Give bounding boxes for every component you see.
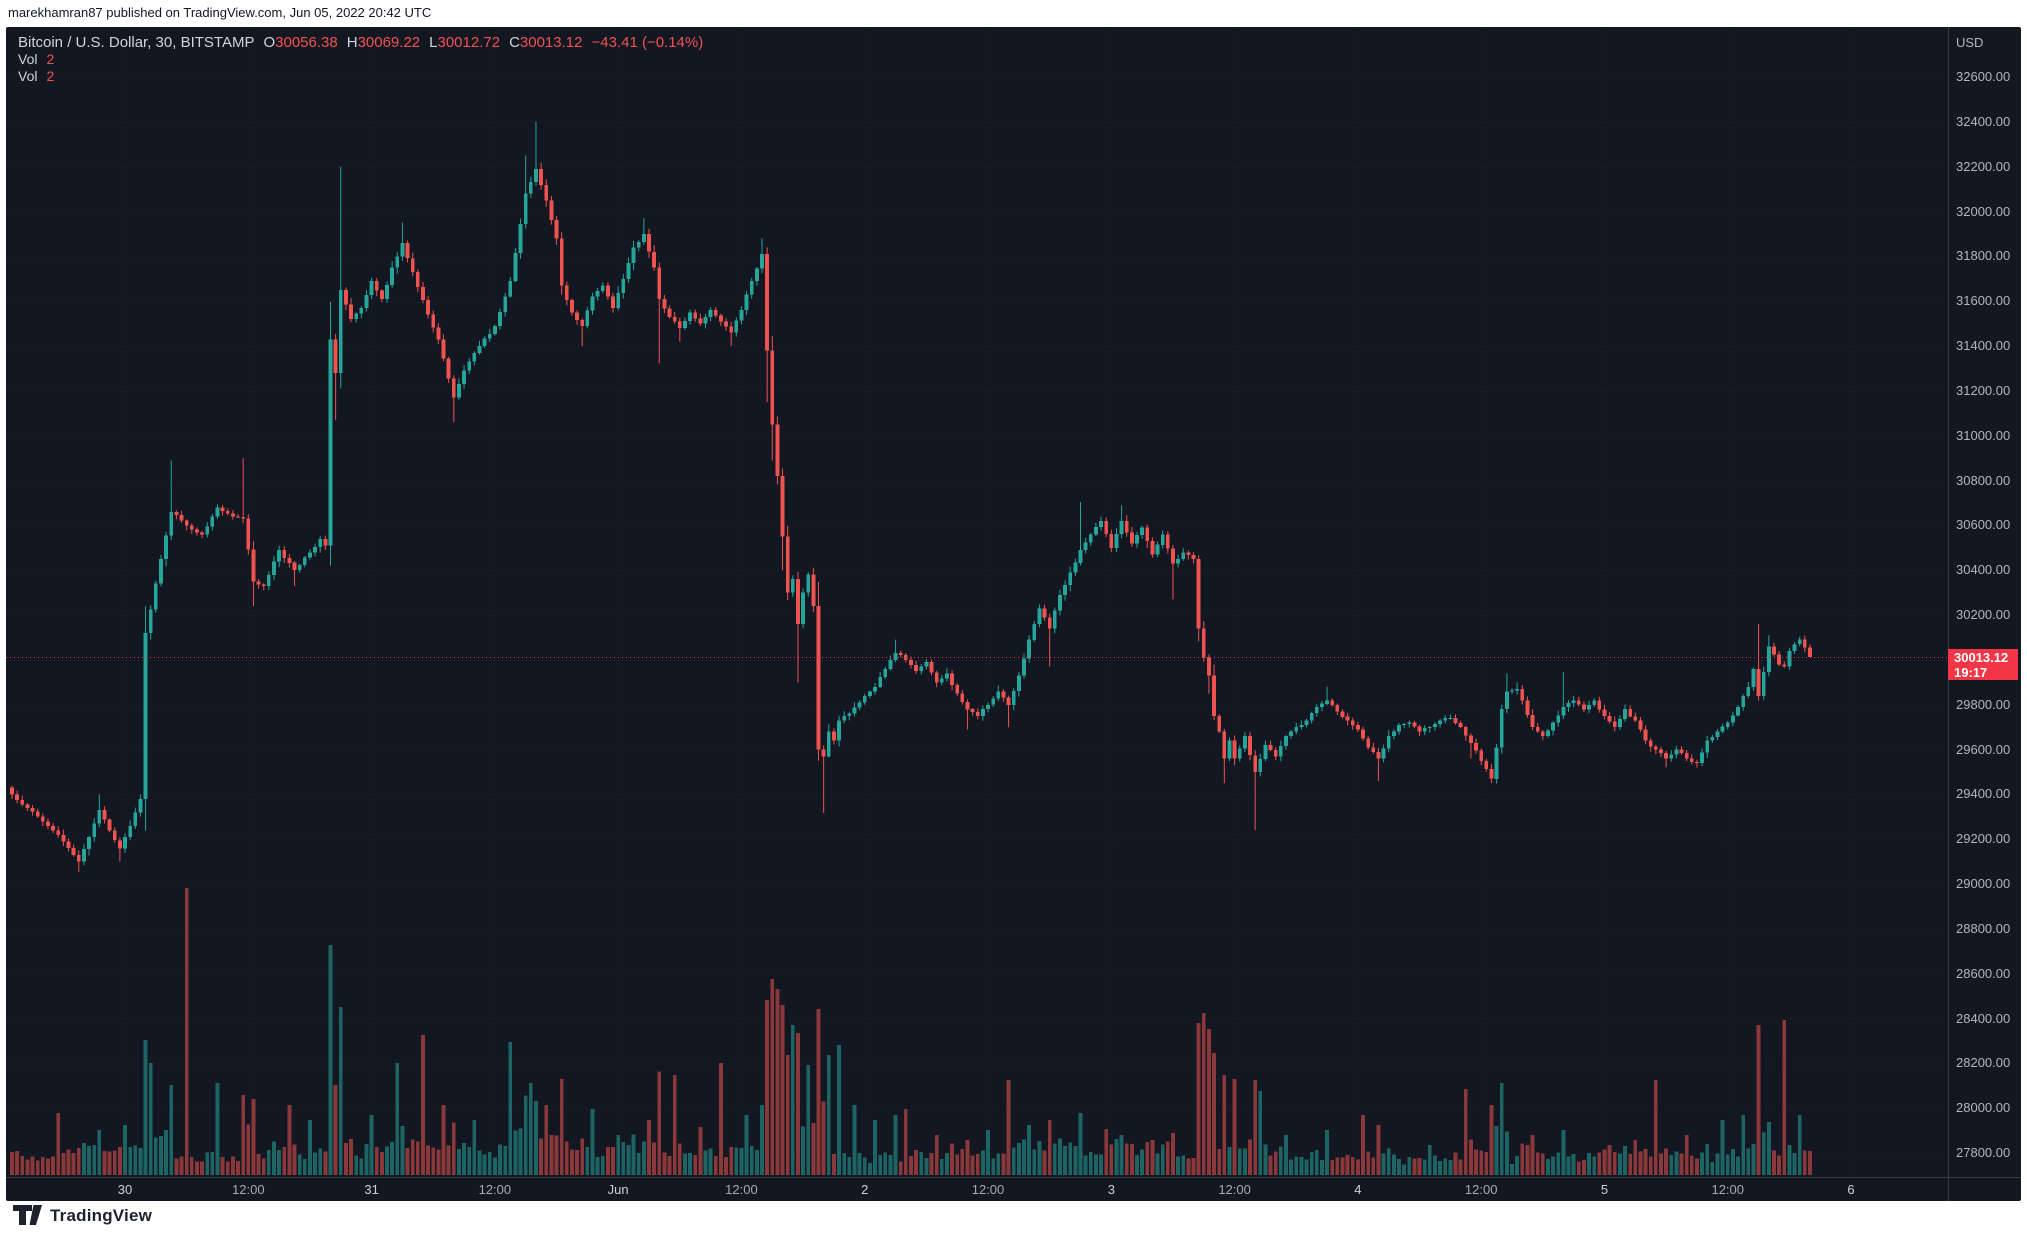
vol-value: 2 (46, 68, 55, 84)
time-tick-label: 30 (117, 1182, 133, 1197)
price-tick-label: 32400.00 (1956, 113, 2011, 129)
time-tick-label: 12:00 (1218, 1182, 1251, 1197)
price-tick-label: 28400.00 (1956, 1010, 2011, 1026)
open-label: O (263, 34, 276, 51)
price-tick-label: 31000.00 (1956, 427, 2011, 443)
tradingview-brand-text: TradingView (50, 1205, 153, 1225)
price-tick-label: 29400.00 (1956, 786, 2011, 802)
time-tick-label: 12:00 (1711, 1182, 1745, 1197)
price-tick-label: 29200.00 (1956, 831, 2011, 847)
chart-legend: Bitcoin / U.S. Dollar, 30, BITSTAMP O3005… (18, 34, 703, 85)
price-tick-label: 32000.00 (1956, 203, 2011, 219)
axis-borders (6, 27, 2021, 1201)
grid-lines (6, 27, 1948, 1177)
symbol-legend-row: Bitcoin / U.S. Dollar, 30, BITSTAMP O3005… (18, 34, 703, 51)
price-tick-label: 28000.00 (1956, 1100, 2011, 1116)
time-tick-label: 12:00 (725, 1182, 758, 1197)
last-price-badge: 30013.12 19:17 (1948, 648, 2018, 680)
change-value: −43.41 (−0.14%) (591, 34, 704, 51)
price-tick-label: 28800.00 (1956, 920, 2011, 936)
price-tick-label: 31400.00 (1956, 338, 2011, 354)
attribution-text: marekhamran87 published on TradingView.c… (8, 5, 432, 20)
price-tick-label: 29600.00 (1956, 741, 2011, 757)
time-tick-label: 12:00 (971, 1182, 1005, 1197)
time-tick-label: 12:00 (232, 1182, 265, 1197)
volume-indicator-row: Vol 2 (18, 51, 703, 68)
candles (10, 121, 1812, 872)
chart-container: Bitcoin / U.S. Dollar, 30, BITSTAMP O3005… (6, 27, 2021, 1201)
price-tick-label: 30200.00 (1956, 607, 2011, 623)
time-tick-label: 2 (861, 1182, 869, 1197)
low-value: 30012.72 (437, 34, 501, 51)
low-label: L (429, 34, 438, 51)
tradingview-logo[interactable]: TradingView (13, 1205, 152, 1226)
price-axis-currency[interactable]: USD (1956, 35, 1984, 50)
chart-canvas[interactable] (6, 27, 2021, 1201)
close-label: C (509, 34, 520, 51)
price-tick-label: 27800.00 (1956, 1145, 2011, 1161)
price-tick-label: 29800.00 (1956, 696, 2011, 712)
close-value: 30013.12 (519, 34, 583, 51)
price-tick-label: 31200.00 (1956, 382, 2011, 398)
price-tick-label: 28200.00 (1956, 1055, 2011, 1071)
price-tick-label: 29000.00 (1956, 876, 2011, 892)
vol-label: Vol (18, 68, 38, 84)
price-tick-label: 31800.00 (1956, 248, 2011, 264)
time-tick-label: Jun (607, 1182, 629, 1197)
open-value: 30056.38 (275, 34, 338, 51)
time-tick-label: 12:00 (1464, 1182, 1498, 1197)
price-tick-label: 30800.00 (1956, 472, 2011, 488)
last-price-value: 30013.12 (1954, 649, 2009, 665)
volume-indicator-row: Vol 2 (18, 68, 703, 85)
price-tick-label: 28600.00 (1956, 965, 2011, 981)
price-tick-label: 30600.00 (1956, 517, 2011, 533)
time-tick-label: 6 (1847, 1182, 1855, 1197)
vol-value: 2 (46, 51, 55, 67)
time-tick-label: 31 (364, 1182, 379, 1197)
tradingview-icon (13, 1205, 42, 1225)
price-tick-label: 31600.00 (1956, 293, 2011, 309)
time-tick-label: 12:00 (478, 1182, 512, 1197)
bar-countdown: 19:17 (1954, 664, 1988, 680)
vol-label: Vol (18, 51, 38, 67)
volume-bars (10, 888, 1812, 1175)
price-tick-label: 32600.00 (1956, 69, 2011, 84)
high-value: 30069.22 (357, 34, 421, 51)
time-tick-label: 3 (1107, 1182, 1115, 1197)
time-tick-label: 5 (1600, 1182, 1609, 1197)
price-tick-label: 30400.00 (1956, 562, 2011, 578)
high-label: H (346, 34, 358, 51)
time-tick-label: 4 (1354, 1182, 1362, 1197)
symbol-title: Bitcoin / U.S. Dollar, 30, BITSTAMP (18, 34, 255, 51)
price-tick-label: 32200.00 (1956, 158, 2011, 174)
